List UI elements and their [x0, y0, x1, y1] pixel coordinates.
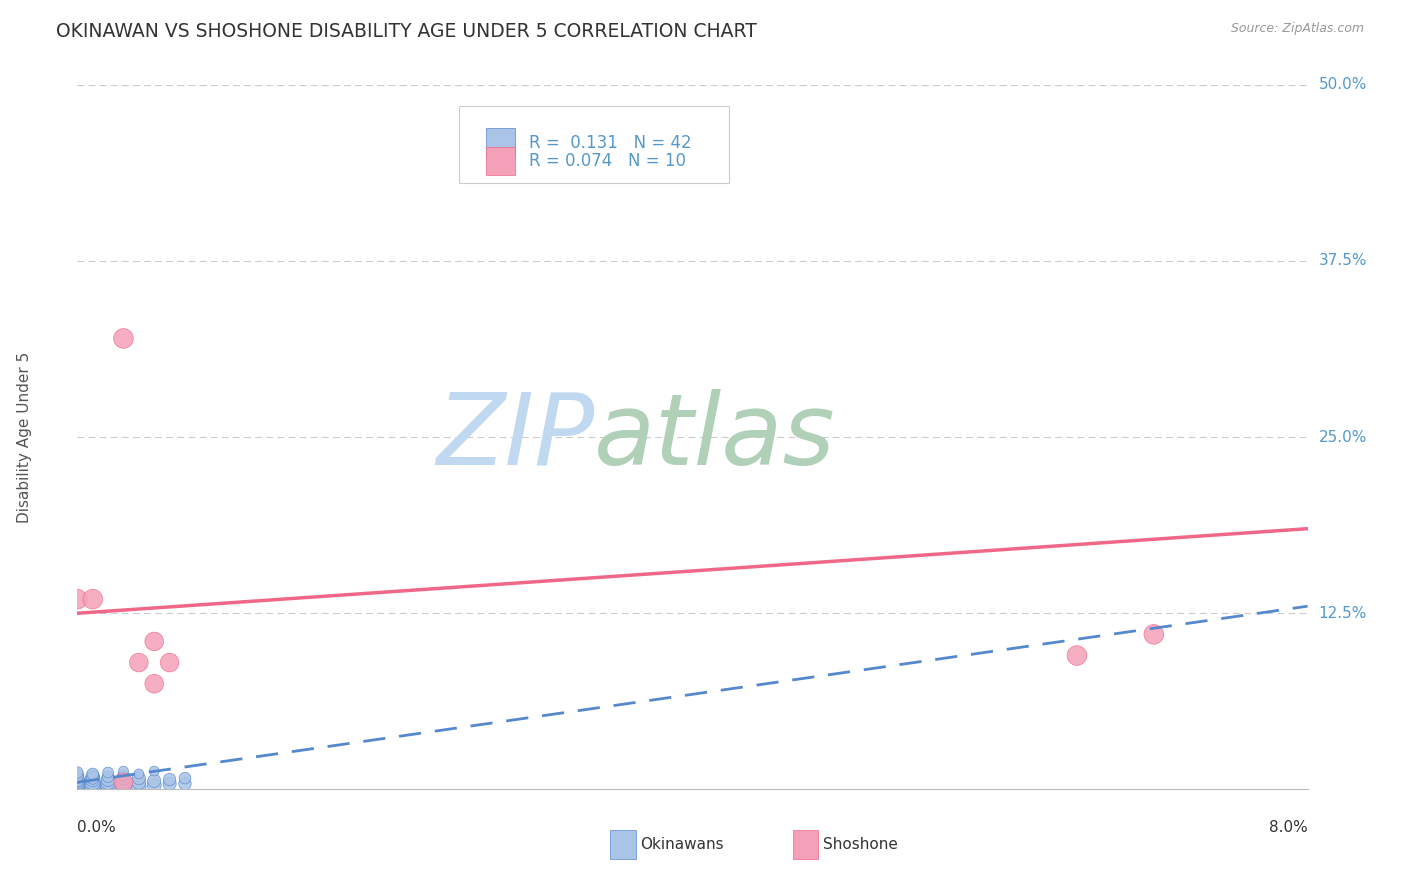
- Text: Disability Age Under 5: Disability Age Under 5: [17, 351, 32, 523]
- Point: [66, 782, 89, 797]
- FancyBboxPatch shape: [486, 128, 516, 157]
- Point: [128, 767, 150, 781]
- Point: [82, 767, 104, 781]
- Point: [66, 775, 89, 789]
- Point: [66, 778, 89, 792]
- Point: [66, 774, 89, 789]
- Point: [66, 770, 89, 784]
- Point: [97, 765, 120, 780]
- Point: [174, 771, 197, 785]
- Point: [143, 634, 166, 648]
- Point: [143, 778, 166, 792]
- Point: [174, 777, 197, 791]
- Point: [143, 774, 166, 789]
- Point: [66, 782, 89, 797]
- Point: [82, 771, 104, 785]
- Point: [112, 775, 135, 789]
- Text: OKINAWAN VS SHOSHONE DISABILITY AGE UNDER 5 CORRELATION CHART: OKINAWAN VS SHOSHONE DISABILITY AGE UNDE…: [56, 22, 756, 41]
- FancyBboxPatch shape: [458, 106, 730, 184]
- Point: [128, 775, 150, 789]
- Point: [159, 777, 181, 791]
- Point: [97, 775, 120, 789]
- Point: [112, 764, 135, 778]
- Point: [128, 780, 150, 794]
- Point: [159, 656, 181, 670]
- Point: [97, 780, 120, 795]
- Text: R =  0.131   N = 42: R = 0.131 N = 42: [529, 134, 692, 152]
- Point: [1066, 648, 1088, 663]
- Text: atlas: atlas: [595, 389, 835, 485]
- Point: [112, 775, 135, 789]
- Point: [66, 780, 89, 795]
- Point: [66, 772, 89, 787]
- Point: [97, 778, 120, 792]
- Text: 0.0%: 0.0%: [77, 820, 117, 835]
- Point: [66, 780, 89, 794]
- Point: [143, 764, 166, 778]
- Point: [112, 331, 135, 345]
- Text: R = 0.074   N = 10: R = 0.074 N = 10: [529, 152, 686, 169]
- Point: [82, 778, 104, 792]
- Text: 37.5%: 37.5%: [1319, 253, 1367, 268]
- Point: [112, 771, 135, 785]
- Text: 8.0%: 8.0%: [1268, 820, 1308, 835]
- Point: [66, 592, 89, 607]
- Point: [82, 592, 104, 607]
- Text: ZIP: ZIP: [436, 389, 595, 485]
- Point: [66, 765, 89, 780]
- Point: [1143, 627, 1166, 641]
- Point: [97, 772, 120, 787]
- Point: [82, 780, 104, 795]
- Point: [128, 656, 150, 670]
- Point: [82, 770, 104, 784]
- Point: [82, 782, 104, 797]
- Text: Source: ZipAtlas.com: Source: ZipAtlas.com: [1230, 22, 1364, 36]
- Point: [82, 775, 104, 789]
- Text: Okinawans: Okinawans: [640, 838, 723, 852]
- Point: [82, 772, 104, 787]
- Point: [159, 772, 181, 787]
- Point: [128, 771, 150, 785]
- Text: Shoshone: Shoshone: [823, 838, 897, 852]
- Text: 25.0%: 25.0%: [1319, 430, 1367, 444]
- Text: 12.5%: 12.5%: [1319, 606, 1367, 621]
- FancyBboxPatch shape: [486, 147, 516, 175]
- Point: [112, 780, 135, 794]
- Point: [66, 777, 89, 791]
- Point: [112, 768, 135, 782]
- Text: 50.0%: 50.0%: [1319, 78, 1367, 92]
- Point: [66, 768, 89, 782]
- Point: [143, 676, 166, 690]
- Point: [97, 770, 120, 784]
